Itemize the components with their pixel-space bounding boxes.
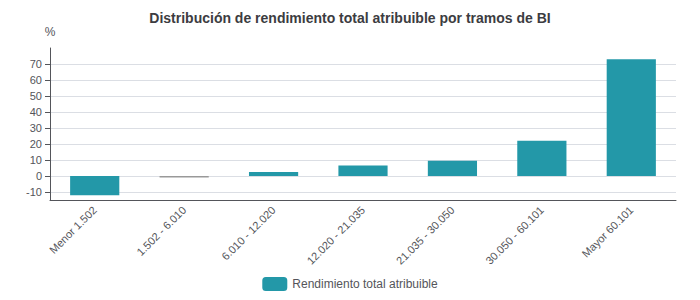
- svg-text:60: 60: [30, 74, 42, 86]
- svg-text:70: 70: [30, 58, 42, 70]
- svg-text:0: 0: [36, 170, 42, 182]
- svg-text:20: 20: [30, 138, 42, 150]
- svg-text:10: 10: [30, 154, 42, 166]
- svg-text:Menor 1.502: Menor 1.502: [47, 204, 99, 256]
- svg-text:Distribución de rendimiento to: Distribución de rendimiento total atribu…: [149, 10, 550, 26]
- svg-text:6.010 - 12.020: 6.010 - 12.020: [219, 204, 278, 263]
- svg-text:-10: -10: [26, 186, 42, 198]
- svg-text:30.050 - 60.101: 30.050 - 60.101: [483, 204, 546, 267]
- svg-text:%: %: [45, 25, 56, 39]
- svg-text:Rendimiento total atribuible: Rendimiento total atribuible: [292, 277, 438, 291]
- svg-text:30: 30: [30, 122, 42, 134]
- svg-text:40: 40: [30, 106, 42, 118]
- svg-text:12.020 - 21.035: 12.020 - 21.035: [304, 204, 367, 267]
- svg-text:1.502 - 6.010: 1.502 - 6.010: [134, 204, 188, 258]
- svg-text:Mayor 60.101: Mayor 60.101: [580, 204, 636, 260]
- svg-text:50: 50: [30, 90, 42, 102]
- svg-text:21.035 - 30.050: 21.035 - 30.050: [394, 204, 457, 267]
